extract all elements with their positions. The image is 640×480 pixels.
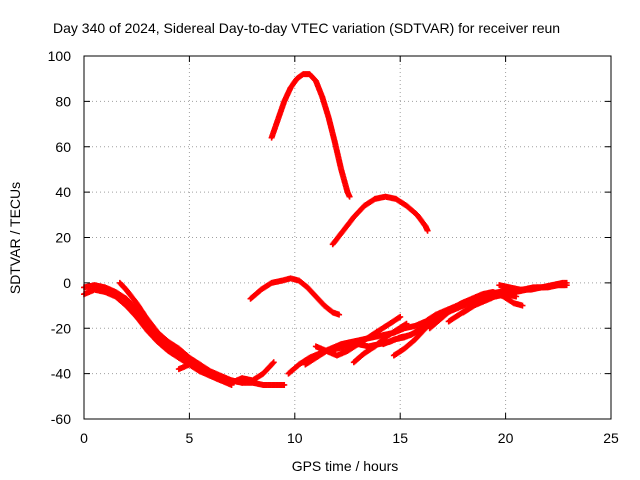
y-tick-label: -60 — [51, 411, 71, 427]
series-trend-14 — [460, 291, 520, 316]
data-point — [269, 360, 276, 367]
data-point — [281, 381, 288, 388]
y-axis-label: SDTVAR / TECUs — [7, 182, 23, 294]
y-tick-label: -40 — [51, 366, 71, 382]
data-point — [397, 313, 404, 320]
tick-layer: 0 5 10 15 20 25 -60 -40 -20 0 20 40 60 80 100 — [48, 48, 619, 446]
data-point — [175, 354, 182, 361]
x-tick-label: 10 — [287, 430, 303, 446]
data-point — [563, 279, 570, 286]
x-tick-label: 25 — [603, 430, 619, 446]
series-trend-9 — [350, 320, 410, 366]
y-tick-label: 80 — [55, 93, 71, 109]
y-tick-label: 0 — [63, 275, 71, 291]
data-point — [174, 353, 181, 360]
data-point — [519, 302, 526, 309]
data-point — [346, 193, 353, 200]
x-tick-label: 15 — [392, 430, 408, 446]
x-tick-label: 0 — [80, 430, 88, 446]
chart-title: Day 340 of 2024, Sidereal Day-to-day VTE… — [53, 20, 560, 36]
x-tick-label: 5 — [186, 430, 194, 446]
series-trend-11 — [390, 316, 440, 359]
data-point — [336, 311, 343, 318]
y-tick-label: 20 — [55, 230, 71, 246]
y-tick-label: -20 — [51, 320, 71, 336]
series-arc-low — [247, 275, 343, 318]
series-trend-15 — [496, 279, 570, 293]
x-axis-label: GPS time / hours — [292, 458, 399, 474]
data-layer — [81, 71, 570, 388]
y-tick-label: 40 — [55, 184, 71, 200]
y-tick-label: 100 — [48, 48, 72, 64]
x-tick-label: 20 — [498, 430, 514, 446]
series-arc-high — [268, 71, 353, 200]
series-arc-mid — [329, 193, 431, 248]
data-point — [424, 227, 431, 234]
series-trend-4 — [116, 279, 182, 361]
series-trend-5 — [175, 359, 277, 386]
data-point — [403, 320, 410, 327]
series-trend-8 — [312, 313, 404, 359]
data-point — [270, 359, 277, 366]
grid-layer — [84, 56, 611, 419]
y-tick-label: 60 — [55, 139, 71, 155]
data-point — [513, 293, 520, 300]
